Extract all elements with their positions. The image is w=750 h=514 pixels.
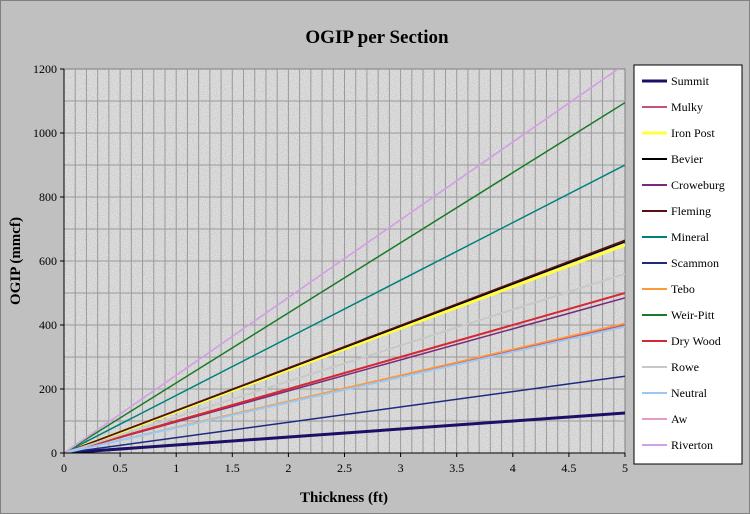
y-tick-label: 800 — [39, 190, 57, 204]
legend-label-mineral: Mineral — [671, 230, 710, 244]
y-tick-label: 600 — [39, 254, 57, 268]
legend-label-iron-post: Iron Post — [671, 126, 715, 140]
x-tick-label: 2.5 — [337, 461, 352, 475]
x-tick-label: 3.5 — [449, 461, 464, 475]
y-tick-label: 400 — [39, 318, 57, 332]
legend-label-rowe: Rowe — [671, 360, 699, 374]
series-line-summit — [64, 411, 625, 453]
y-tick-label: 1200 — [33, 62, 57, 76]
legend-label-dry-wood: Dry Wood — [671, 334, 721, 348]
legend-label-croweburg: Croweburg — [671, 178, 725, 192]
series-line-rowe — [64, 272, 625, 453]
x-tick-label: 2 — [285, 461, 291, 475]
legend-label-weir-pitt: Weir-Pitt — [671, 308, 715, 322]
x-axis-label: Thickness (ft) — [300, 490, 388, 506]
y-tick-label: 200 — [39, 382, 57, 396]
legend-label-fleming: Fleming — [671, 204, 711, 218]
legend-label-riverton: Riverton — [671, 438, 713, 452]
series-lines — [64, 69, 625, 453]
legend-label-neutral: Neutral — [671, 386, 708, 400]
series-line-fleming — [64, 239, 625, 453]
legend-label-aw: Aw — [671, 412, 688, 426]
x-tick-label: 0 — [61, 461, 67, 475]
series-line-neutral — [64, 325, 625, 453]
legend-label-mulky: Mulky — [671, 100, 703, 114]
y-tick-label: 0 — [51, 446, 57, 460]
series-line-dry-wood — [64, 292, 625, 453]
legend-label-scammon: Scammon — [671, 256, 719, 270]
grid-lines — [64, 69, 625, 453]
y-tick-label: 1000 — [33, 126, 57, 140]
series-line-mineral — [64, 164, 625, 453]
x-tick-label: 5 — [622, 461, 628, 475]
series-line-scammon — [64, 375, 625, 453]
x-tick-label: 4 — [510, 461, 516, 475]
legend: Summit Mulky Iron Post Bevier Croweburg Flemi… — [633, 64, 743, 465]
x-tick-label: 0.5 — [113, 461, 128, 475]
legend-label-bevier: Bevier — [671, 152, 703, 166]
series-line-riverton — [64, 69, 620, 453]
series-line-weir-pitt — [64, 101, 625, 453]
x-tick-labels: 0 0.5 1 1.5 2 2.5 3 3.5 4 4.5 5 — [61, 453, 628, 475]
legend-label-tebo: Tebo — [671, 282, 695, 296]
legend-label-summit: Summit — [671, 74, 710, 88]
y-tick-labels: 0 200 400 600 800 1000 1200 — [33, 62, 64, 460]
x-tick-label: 1 — [173, 461, 179, 475]
x-tick-label: 3 — [398, 461, 404, 475]
x-tick-label: 1.5 — [225, 461, 240, 475]
chart-title: OGIP per Section — [305, 27, 449, 48]
y-axis-label: OGIP (mmcf) — [8, 217, 24, 305]
x-tick-label: 4.5 — [561, 461, 576, 475]
